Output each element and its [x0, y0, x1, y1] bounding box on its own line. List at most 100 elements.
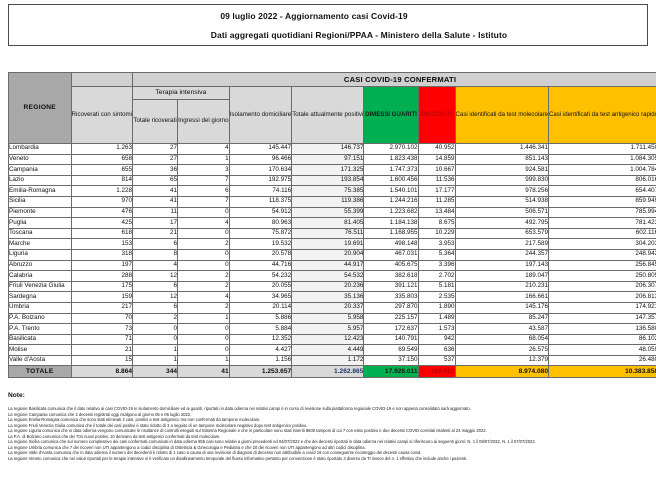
cell-antigenico: 136.580	[547, 323, 656, 335]
cell-ti-totale: 6	[132, 280, 179, 293]
cell-ti-totale: 41	[132, 195, 179, 208]
col-header-dimessi-guariti: DIMESSI GUARITI	[363, 86, 419, 144]
cell-regione: Toscana	[8, 227, 72, 240]
cell-antigenico: 859.949	[547, 195, 656, 208]
cell-positivi: 75.385	[291, 185, 365, 197]
cell-positivi: 20.904	[291, 248, 365, 261]
cell-deceduti: 537	[417, 354, 456, 367]
table-total-row: TOTALE 8.864 344 41 1.253.657 1.262.865 17.926…	[8, 365, 656, 379]
cell-regione: Puglia	[8, 217, 72, 229]
cell-molecolare: 244.357	[454, 248, 550, 261]
col-header-test-molecolare: Casi identificati da test molecolare	[454, 86, 550, 144]
note-line: La regione Umbria comunica che 7 dei ric…	[8, 444, 366, 450]
cell-ricoverati: 318	[70, 248, 134, 261]
table-row: Piemonte 476 11 0 54.912 55.399 1.223.682 13.48…	[8, 206, 656, 219]
cell-ricoverati: 655	[70, 164, 134, 176]
cell-ti-totale: 12	[132, 270, 179, 282]
cell-antigenico: 147.357	[547, 312, 656, 325]
cell-molecolare: 217.589	[454, 238, 550, 250]
cell-positivi: 1.172	[291, 354, 365, 367]
cell-deceduti: 11.536	[417, 174, 456, 187]
cell-dimessi: 1.168.955	[363, 227, 419, 240]
cell-ti-totale: 21	[132, 227, 179, 240]
cell-regione: Liguria	[8, 248, 72, 261]
cell-positivi: 119.386	[291, 195, 365, 208]
cell-positivi: 5.958	[291, 312, 365, 325]
cell-ti-totale: 17	[132, 217, 179, 229]
table-row: Umbria 217 6 2 20.114 20.337 297.870 1.890 145.1…	[8, 301, 656, 314]
cell-isolamento: 20.055	[228, 280, 293, 293]
col-header-group-confermati: CASI COVID-19 CONFERMATI	[132, 72, 656, 87]
cell-isolamento: 20.114	[228, 301, 293, 314]
cell-ti-totale: 36	[132, 164, 179, 176]
cell-ti-ingressi: 7	[177, 195, 230, 208]
cell-molecolare: 999.830	[454, 174, 550, 187]
cell-ricoverati: 814	[70, 174, 134, 187]
col-header-ricoverati-sintomi: Ricoverati con sintomi	[70, 86, 134, 144]
cell-dimessi: 297.870	[363, 301, 419, 314]
cell-ricoverati: 153	[70, 238, 134, 250]
cell-positivi: 20.236	[291, 280, 365, 293]
cell-molecolare: 492.795	[454, 217, 550, 229]
covid-table-container: REGIONE CASI COVID-19 CONFERMATI Ricover…	[8, 72, 656, 379]
cell-isolamento: 80.963	[228, 217, 293, 229]
cell-deceduti: 10.667	[417, 164, 456, 176]
cell-deceduti: 942	[417, 333, 456, 346]
cell-regione: Emilia-Romagna	[8, 185, 72, 197]
total-ricoverati: 8.864	[70, 365, 134, 379]
cell-dimessi: 498.148	[363, 238, 419, 250]
cell-dimessi: 382.618	[363, 270, 419, 282]
cell-isolamento: 75.872	[228, 227, 293, 240]
note-line: La regione Friuli Venezia Giulia comunic…	[8, 422, 308, 428]
cell-antigenico: 256.845	[547, 259, 656, 272]
cell-isolamento: 145.447	[228, 143, 293, 155]
cell-molecolare: 68.054	[454, 333, 550, 346]
cell-ti-ingressi: 1	[177, 153, 230, 166]
cell-antigenico: 174.921	[547, 301, 656, 314]
cell-positivi: 193.854	[291, 174, 365, 187]
cell-antigenico: 248.942	[547, 248, 656, 261]
cell-deceduti: 2.702	[417, 270, 456, 282]
cell-dimessi: 1.823.438	[363, 153, 419, 166]
cell-positivi: 19.691	[291, 238, 365, 250]
cell-regione: Sardegna	[8, 291, 72, 303]
note-line: La regione Campania comunica che 2 deces…	[8, 411, 192, 417]
cell-ti-totale: 27	[132, 153, 179, 166]
cell-deceduti: 10.229	[417, 227, 456, 240]
table-row: Emilia-Romagna 1.228 41 6 74.116 75.385 1.540.…	[8, 185, 656, 197]
cell-ti-totale: 41	[132, 185, 179, 197]
cell-isolamento: 19.532	[228, 238, 293, 250]
cell-positivi: 171.325	[291, 164, 365, 176]
cell-isolamento: 54.232	[228, 270, 293, 282]
cell-ricoverati: 73	[70, 323, 134, 335]
cell-molecolare: 653.579	[454, 227, 550, 240]
note-line: La regione Liguria comunica che in data …	[8, 428, 487, 433]
cell-ti-ingressi: 0	[177, 344, 230, 356]
total-antigenico: 10.383.858	[547, 365, 656, 379]
total-dimessi: 17.926.011	[363, 365, 419, 379]
cell-ti-totale: 65	[132, 174, 179, 187]
cell-dimessi: 172.637	[363, 323, 419, 335]
cell-dimessi: 1.747.373	[363, 164, 419, 176]
cell-ricoverati: 21	[70, 344, 134, 356]
cell-positivi: 76.511	[291, 227, 365, 240]
cell-dimessi: 225.157	[363, 312, 419, 325]
cell-dimessi: 1.223.682	[363, 206, 419, 219]
header-row-group: REGIONE CASI COVID-19 CONFERMATI	[8, 72, 656, 144]
cell-ti-ingressi: 0	[177, 323, 230, 335]
cell-ti-totale: 4	[132, 259, 179, 272]
cell-regione: Veneto	[8, 153, 72, 166]
cell-ti-totale: 1	[132, 344, 179, 356]
cell-ti-ingressi: 0	[177, 259, 230, 272]
cell-positivi: 54.532	[291, 270, 365, 282]
cell-dimessi: 467.031	[363, 248, 419, 261]
table-row: Valle d'Aosta 15 1 1 1.156 1.172 37.150 537 12.3…	[8, 354, 656, 367]
table-row: P.A. Trento 73 0 0 5.884 5.957 172.637 1.573 43.…	[8, 323, 656, 335]
cell-regione: Umbria	[8, 301, 72, 314]
cell-ricoverati: 658	[70, 153, 134, 166]
cell-dimessi: 140.791	[363, 333, 419, 346]
cell-molecolare: 12.379	[454, 354, 550, 367]
note-line: La P.A. di Bolzano comunica che dei 704 …	[8, 433, 221, 439]
col-header-test-antigenico: Casi identificati da test antigenico rap…	[547, 86, 656, 144]
cell-ti-ingressi: 0	[177, 206, 230, 219]
